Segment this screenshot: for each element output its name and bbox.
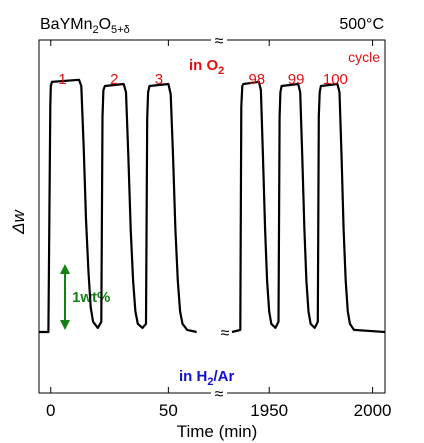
scale-bar-arrow-up (60, 264, 70, 274)
x-tick-label: 1950 (250, 401, 288, 420)
cycle-labels-layer: 1 2 3 98 99 100 (58, 71, 348, 88)
axis-break-mark: ≈ (215, 386, 224, 403)
cycle-number-label: 99 (288, 71, 305, 88)
ticks-layer: 0 50 1950 2000 (46, 40, 392, 420)
cycle-number-label: 100 (323, 71, 348, 88)
series-line (39, 78, 197, 334)
axis-break-mark: ≈ (215, 33, 224, 50)
in-h2ar-label: in H2/Ar (179, 368, 234, 388)
scale-bar (60, 264, 70, 330)
cycle-number-label: 2 (110, 71, 118, 88)
series-layer (39, 78, 386, 334)
compound-label: BaYMn2O5+δ (40, 16, 130, 36)
temperature-label: 500°C (339, 16, 384, 33)
cycle-number-label: 1 (58, 71, 66, 88)
series-break-mark: ≈ (221, 325, 230, 342)
series-line (231, 80, 386, 334)
in-o2-label: in O2 (189, 57, 224, 77)
x-tick-label: 0 (46, 401, 55, 420)
cycle-label: cycle (348, 49, 380, 65)
scale-bar-arrow-down (60, 320, 70, 330)
axis-breaks-layer: ≈ ≈ ≈ (211, 33, 230, 403)
x-tick-label: 50 (159, 401, 178, 420)
y-axis-title: Δw (9, 208, 28, 234)
x-tick-label: 2000 (354, 401, 392, 420)
x-axis-title: Time (min) (177, 422, 258, 441)
plot-frame (38, 39, 386, 394)
cycle-number-label: 98 (248, 71, 265, 88)
axis-break-gap (211, 390, 227, 396)
cycle-number-label: 3 (155, 71, 163, 88)
axis-break-gap (211, 37, 227, 43)
